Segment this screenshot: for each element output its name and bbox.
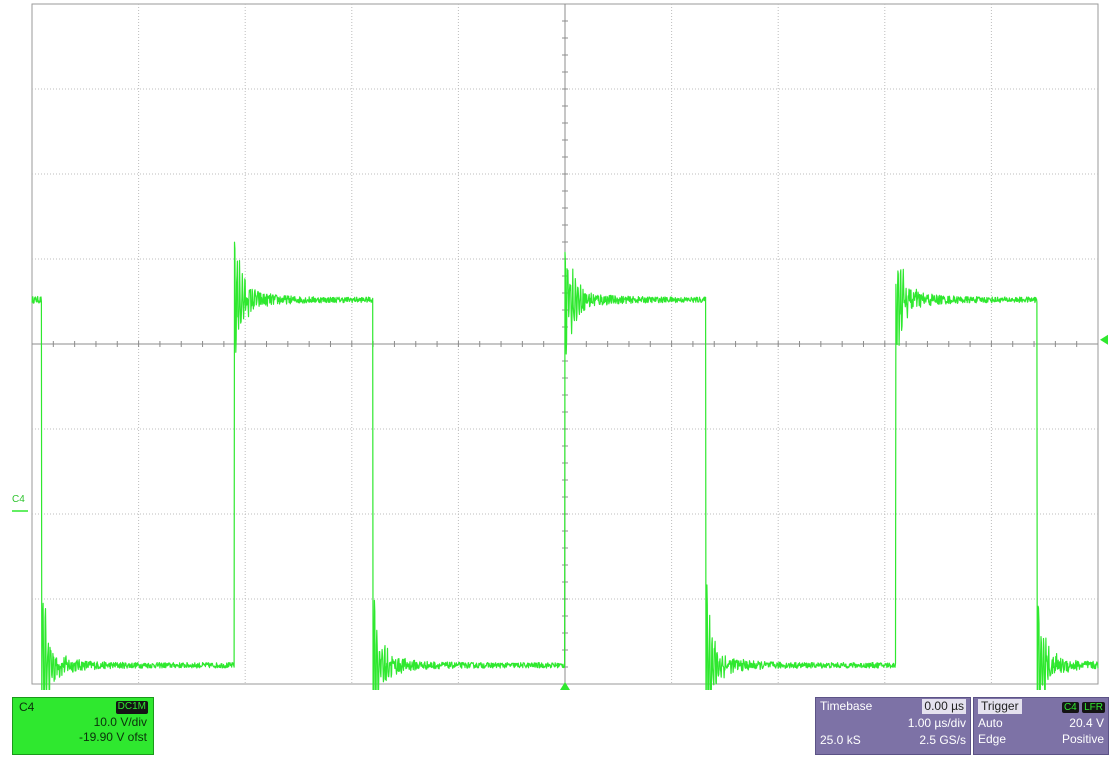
oscilloscope-display: C4 [12,3,1108,690]
channel-c4-panel[interactable]: C4 DC1M 10.0 V/div -19.90 V ofst [12,697,154,755]
trigger-mode: Auto [978,716,1003,730]
channel-marker-label: C4 [12,494,25,505]
coupling-badge: DC1M [115,701,148,714]
trigger-source-badge: C4 [1061,702,1079,713]
timebase-delay: 0.00 µs [922,699,966,714]
trigger-position-marker [560,682,570,690]
trigger-label: Trigger [978,699,1022,714]
trigger-level-marker [1100,334,1108,345]
channel-name: C4 [19,700,35,714]
trigger-panel[interactable]: Trigger C4 LFR Auto 20.4 V Edge Positive [973,697,1109,755]
timebase-label: Timebase [820,699,873,713]
sample-rate: 2.5 GS/s [919,733,966,747]
trigger-type: Edge [978,732,1007,746]
timebase-scale: 1.00 µs/div [907,716,966,730]
sample-count: 25.0 kS [820,733,861,747]
trace-c4 [31,241,1099,690]
markers: C4 [12,334,1108,690]
trigger-level: 20.4 V [1069,716,1104,730]
trigger-slope: Positive [1061,732,1104,746]
trigger-filter-badge: LFR [1082,702,1105,713]
timebase-panel[interactable]: Timebase 0.00 µs 1.00 µs/div 25.0 kS 2.5… [815,697,971,755]
vertical-scale: 10.0 V/div [93,715,147,729]
vertical-offset: -19.90 V ofst [78,730,147,744]
